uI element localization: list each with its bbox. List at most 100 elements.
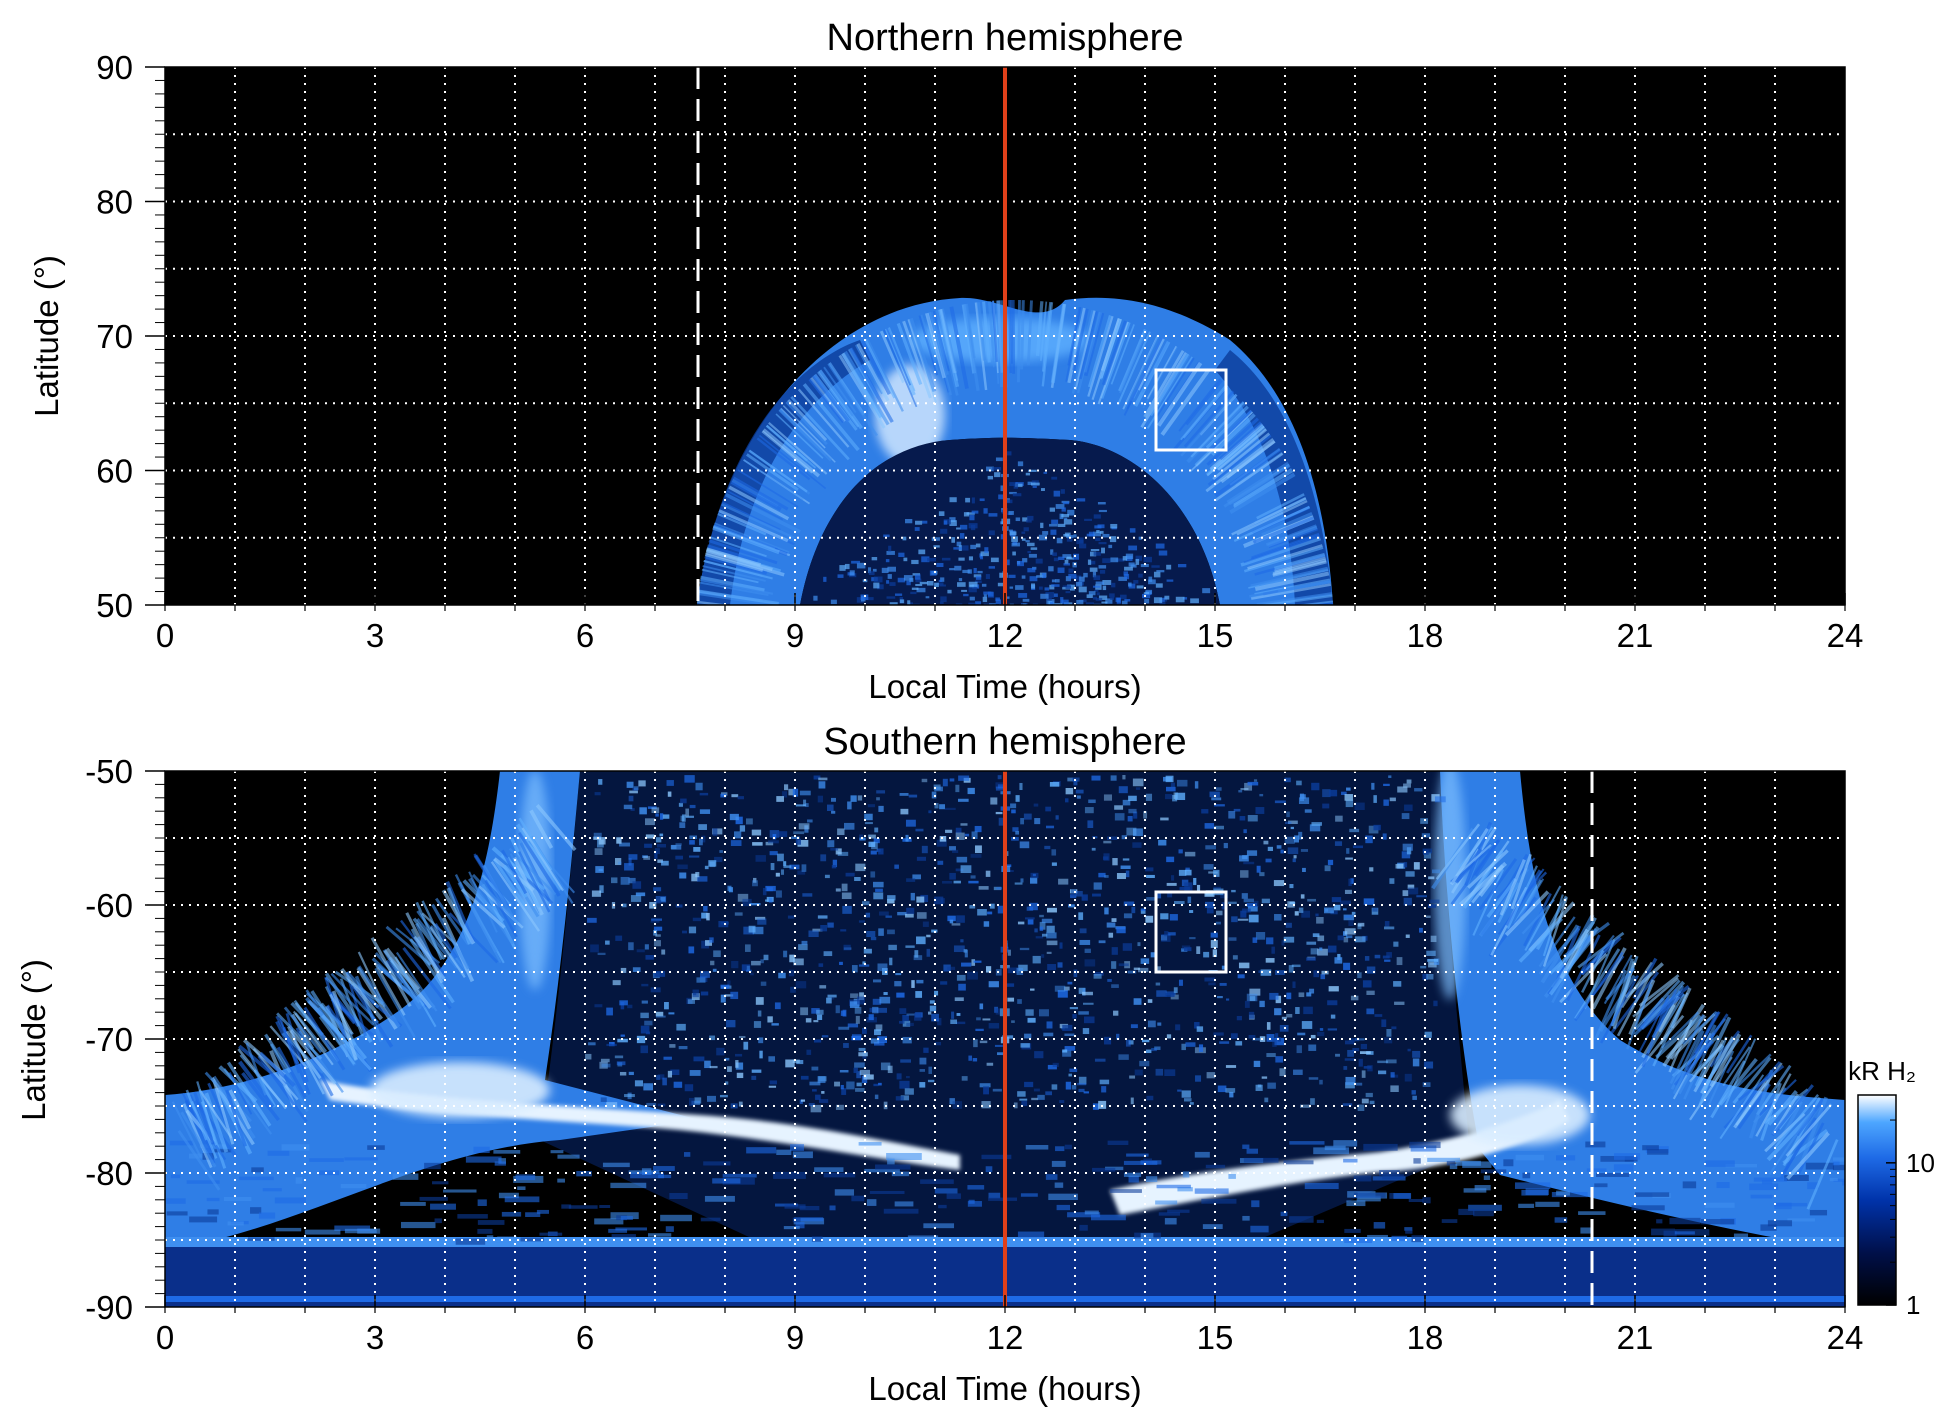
- south-speckle: [1084, 948, 1091, 953]
- south-title: Southern hemisphere: [823, 721, 1186, 763]
- north-streak: [1087, 315, 1114, 397]
- south-speckle: [1354, 802, 1365, 810]
- north-speckle: [977, 570, 983, 574]
- north-speckle: [849, 570, 855, 576]
- south-speckle: [834, 1081, 841, 1087]
- south-speckle: [1039, 926, 1044, 931]
- south-speckle: [1098, 940, 1106, 944]
- south-speckle: [670, 1069, 680, 1076]
- south-speckle: [979, 1003, 984, 1010]
- south-streak: [228, 1072, 253, 1115]
- south-speckle: [1226, 998, 1230, 1001]
- south-streak: [1655, 1014, 1703, 1059]
- north-speckle: [943, 520, 948, 525]
- south-speckle: [939, 804, 946, 810]
- north-speckle: [957, 582, 966, 587]
- south-speckle: [1296, 1045, 1302, 1054]
- south-speckle: [1358, 1058, 1363, 1067]
- south-speckle: [871, 842, 878, 850]
- south-xlabel: Local Time (hours): [868, 1370, 1141, 1407]
- north-streak: [1020, 300, 1025, 370]
- north-streak: [1118, 328, 1147, 392]
- south-band-fleck: [658, 1174, 672, 1179]
- south-speckle: [1396, 957, 1403, 966]
- south-speckle: [588, 1042, 596, 1046]
- south-speckle: [1176, 779, 1188, 787]
- south-speckle: [1325, 908, 1329, 912]
- north-speckle: [1121, 600, 1128, 605]
- north-speckle: [1096, 530, 1100, 533]
- north-streak: [758, 434, 827, 490]
- south-speckle: [1374, 1014, 1383, 1017]
- north-speckle: [1110, 597, 1115, 600]
- south-speckle: [1043, 1032, 1054, 1037]
- south-band-fleck: [1647, 1149, 1669, 1155]
- north-speckle: [997, 582, 1006, 587]
- north-speckle: [1026, 519, 1032, 523]
- south-speckle: [911, 980, 915, 988]
- north-ytick-label: 80: [96, 184, 133, 221]
- north-speckle: [883, 534, 890, 538]
- south-speckle: [746, 965, 750, 971]
- south-band-fleck: [1580, 1227, 1593, 1234]
- south-speckle: [633, 786, 639, 791]
- south-speckle: [758, 1037, 764, 1044]
- north-streak: [1078, 311, 1099, 380]
- north-speckle: [1090, 548, 1100, 552]
- south-band-fleck: [641, 1168, 652, 1176]
- north-speckle: [1098, 565, 1107, 569]
- south-streak: [1510, 853, 1533, 910]
- south-speckle: [1265, 958, 1275, 963]
- north-streak: [1272, 560, 1327, 577]
- north-speckle: [1089, 567, 1098, 572]
- south-band-fleck: [1586, 1168, 1607, 1172]
- south-band-fleck: [486, 1235, 494, 1240]
- south-speckle: [1108, 932, 1114, 938]
- south-speckle: [858, 920, 865, 923]
- south-speckle: [1025, 917, 1035, 920]
- south-speckle: [714, 856, 723, 863]
- south-speckle: [675, 843, 682, 846]
- north-speckle: [951, 537, 956, 543]
- north-streak: [698, 589, 779, 605]
- south-speckle: [1249, 996, 1256, 1001]
- north-ylabel: Latitude (°): [28, 255, 65, 417]
- north-speckle: [1027, 550, 1032, 554]
- south-speckle: [1266, 1053, 1276, 1058]
- north-speckle: [1049, 507, 1055, 512]
- south-speckle: [1412, 1050, 1421, 1058]
- south-speckle: [904, 1088, 914, 1095]
- north-speckle: [1102, 585, 1107, 591]
- north-speckle: [994, 472, 1001, 478]
- south-band-fleck: [1343, 1158, 1358, 1163]
- south-band-fleck: [557, 1178, 565, 1183]
- north-streak: [1160, 368, 1211, 436]
- south-band-fleck: [1704, 1202, 1735, 1208]
- south-band-fleck: [1391, 1235, 1408, 1242]
- south-speckle: [900, 1095, 910, 1101]
- south-speckle: [837, 828, 845, 836]
- south-speckle: [1275, 1033, 1279, 1040]
- north-streak: [1026, 300, 1033, 366]
- south-speckle: [1141, 1039, 1150, 1043]
- south-speckle: [1328, 986, 1339, 992]
- north-xtick-label: 6: [576, 617, 594, 654]
- south-speckle: [626, 781, 634, 788]
- south-speckle: [813, 775, 821, 780]
- south-speckle: [841, 1088, 847, 1095]
- colorbar-tick-label: 10: [1906, 1148, 1935, 1178]
- south-speckle: [1054, 985, 1066, 992]
- north-speckle: [1175, 596, 1185, 603]
- north-speckle: [1021, 531, 1026, 534]
- north-speckle: [1055, 504, 1065, 509]
- south-speckle: [940, 981, 948, 985]
- south-speckle: [1020, 878, 1024, 883]
- south-speckle: [1121, 835, 1127, 840]
- south-band-fleck: [186, 1180, 220, 1184]
- north-streak: [1210, 410, 1253, 452]
- south-speckle: [1389, 797, 1396, 802]
- south-speckle: [656, 843, 667, 848]
- south-speckle: [1276, 845, 1282, 849]
- south-speckle: [957, 798, 969, 802]
- south-speckle: [1427, 958, 1439, 962]
